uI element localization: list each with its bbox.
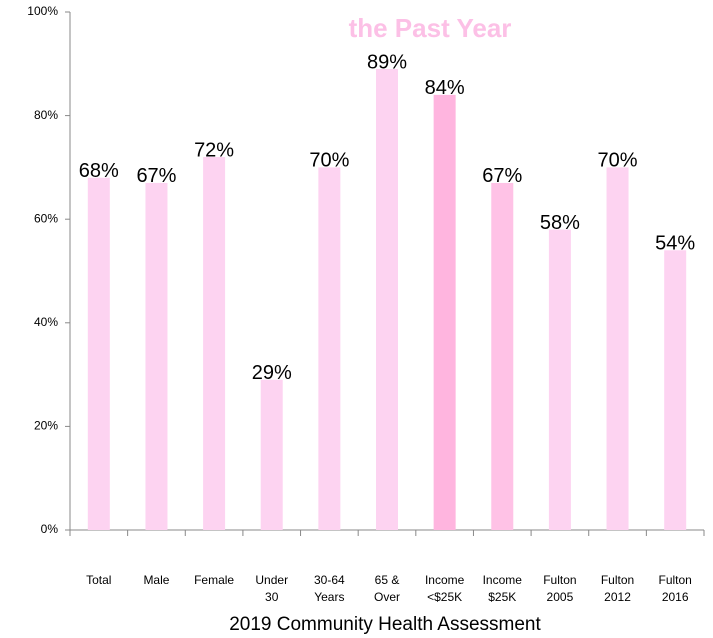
x-tick-label: 30-64 Years [314, 573, 345, 604]
bar [318, 167, 341, 530]
x-tick-label: Under 30 [255, 573, 289, 604]
x-tick-label: Income <$25K [424, 573, 465, 604]
x-tick-label: Income $25K [482, 573, 522, 604]
bar [491, 182, 514, 530]
y-tick-label: 80% [34, 108, 58, 122]
bar [376, 68, 398, 530]
x-tick-label: Female [194, 573, 235, 587]
bar [260, 379, 283, 530]
x-tick-label: 65 & Over [373, 573, 400, 604]
bar [606, 167, 629, 530]
x-tick-label: Fulton 2012 [600, 573, 635, 604]
y-tick-label: 40% [34, 315, 58, 329]
x-tick-label: Total [86, 573, 112, 587]
bar [664, 250, 687, 530]
value-label: 68% [79, 160, 119, 182]
y-tick-label: 0% [41, 522, 59, 536]
value-label: 72% [194, 139, 234, 161]
bar [548, 229, 571, 530]
x-tick-label: Male [143, 573, 170, 587]
x-tick-label: Fulton 2016 [658, 573, 692, 604]
bar [145, 182, 168, 530]
x-tick-label: Fulton 2005 [543, 573, 577, 604]
value-label: 67% [136, 165, 176, 187]
value-label: 70% [598, 150, 638, 172]
bar [203, 157, 226, 531]
value-label: 58% [540, 212, 580, 234]
value-label: 54% [655, 233, 695, 255]
value-label: 70% [309, 150, 349, 172]
y-tick-label: 60% [34, 211, 58, 225]
bar [87, 177, 110, 530]
chart-title: the Past Year [349, 13, 512, 43]
value-label: 84% [425, 77, 465, 99]
value-label: 29% [252, 362, 292, 384]
value-label: 67% [482, 165, 522, 187]
value-label: 89% [367, 51, 407, 73]
x-axis-label: 2019 Community Health Assessment [229, 614, 541, 635]
bar [433, 94, 456, 530]
y-tick-label: 100% [27, 4, 58, 18]
y-tick-label: 20% [34, 419, 58, 433]
